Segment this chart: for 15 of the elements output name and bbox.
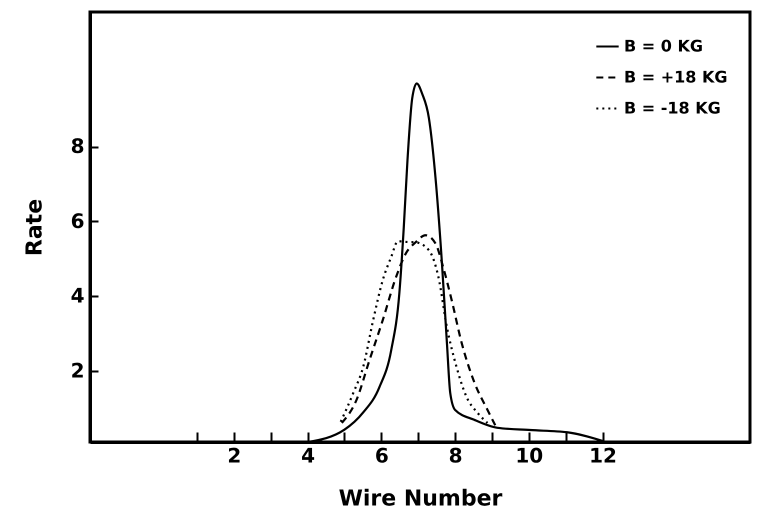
x-tick-label: 4: [301, 444, 316, 468]
x-tick-label: 10: [515, 444, 544, 468]
legend-label: B = +18 KG: [624, 68, 728, 86]
x-tick-label: 12: [589, 444, 617, 468]
y-tick-label: 6: [70, 208, 84, 233]
y-axis-title: Rate: [22, 198, 48, 256]
y-tick-label: 2: [70, 358, 84, 382]
y-tick-label: 4: [70, 284, 84, 308]
x-tick-label: 8: [448, 444, 462, 468]
x-tick-label: 6: [374, 444, 389, 468]
x-tick-label: 2: [227, 444, 242, 468]
legend-label: B = 0 KG: [624, 36, 703, 56]
legend-label: B = -18 KG: [624, 98, 721, 118]
y-tick-label: 8: [70, 134, 84, 158]
x-axis-title: Wire Number: [338, 486, 503, 512]
